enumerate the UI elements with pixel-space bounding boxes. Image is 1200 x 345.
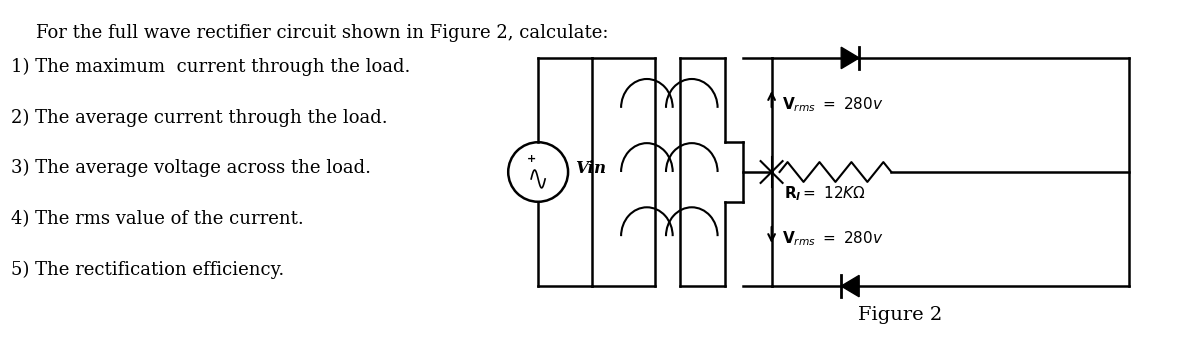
Text: Figure 2: Figure 2 — [858, 306, 942, 324]
Text: For the full wave rectifier circuit shown in Figure 2, calculate:: For the full wave rectifier circuit show… — [36, 24, 608, 42]
Text: $\mathbf{R}_{\boldsymbol{l}}$$=$ $12K\Omega$: $\mathbf{R}_{\boldsymbol{l}}$$=$ $12K\Om… — [784, 185, 865, 203]
Text: $\mathbf{V}_{rms}$ $=$ $280v$: $\mathbf{V}_{rms}$ $=$ $280v$ — [781, 96, 883, 115]
Text: $\mathbf{V}_{rms}$ $=$ $280v$: $\mathbf{V}_{rms}$ $=$ $280v$ — [781, 230, 883, 248]
Text: 3) The average voltage across the load.: 3) The average voltage across the load. — [11, 159, 371, 177]
Text: 5) The rectification efficiency.: 5) The rectification efficiency. — [11, 260, 284, 278]
Text: 2) The average current through the load.: 2) The average current through the load. — [11, 109, 388, 127]
Text: +: + — [527, 154, 535, 164]
Text: 1) The maximum  current through the load.: 1) The maximum current through the load. — [11, 58, 410, 76]
Polygon shape — [841, 275, 859, 297]
Polygon shape — [841, 47, 859, 69]
Text: 4) The rms value of the current.: 4) The rms value of the current. — [11, 210, 304, 228]
Text: Vin: Vin — [575, 159, 606, 177]
